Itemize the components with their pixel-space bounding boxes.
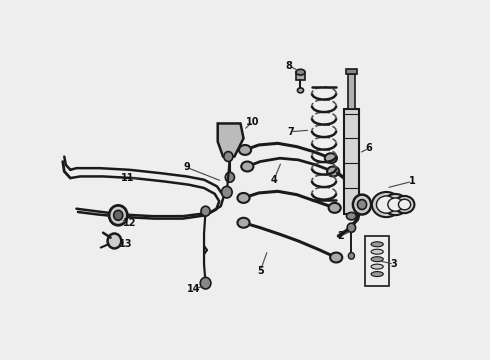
Bar: [348, 74, 355, 109]
Ellipse shape: [296, 69, 305, 75]
Ellipse shape: [330, 253, 343, 262]
Circle shape: [347, 223, 356, 232]
Ellipse shape: [241, 162, 253, 171]
Text: 7: 7: [287, 127, 294, 137]
Ellipse shape: [376, 196, 396, 213]
Circle shape: [348, 253, 354, 259]
Ellipse shape: [238, 193, 249, 203]
Ellipse shape: [372, 192, 401, 217]
Ellipse shape: [371, 264, 383, 269]
Ellipse shape: [371, 242, 383, 247]
Circle shape: [353, 195, 371, 215]
Text: 4: 4: [270, 175, 277, 185]
Ellipse shape: [238, 218, 249, 228]
Text: 14: 14: [187, 284, 201, 294]
Ellipse shape: [297, 88, 303, 93]
Circle shape: [225, 172, 234, 182]
Ellipse shape: [371, 249, 383, 254]
Circle shape: [109, 206, 127, 225]
Ellipse shape: [388, 198, 403, 211]
Bar: [296, 72, 305, 80]
Ellipse shape: [371, 271, 383, 276]
Bar: [344, 109, 359, 215]
Bar: [346, 69, 357, 74]
Circle shape: [221, 186, 232, 198]
Text: 10: 10: [246, 117, 259, 127]
Text: 8: 8: [286, 60, 293, 71]
Ellipse shape: [239, 145, 251, 155]
Text: 2: 2: [338, 231, 344, 241]
Bar: [365, 236, 390, 285]
Text: 6: 6: [366, 143, 372, 153]
Circle shape: [114, 210, 123, 220]
Ellipse shape: [325, 153, 337, 163]
Ellipse shape: [383, 194, 408, 215]
Circle shape: [358, 199, 367, 210]
Text: 11: 11: [122, 173, 135, 183]
Circle shape: [108, 234, 121, 248]
Text: 5: 5: [257, 266, 264, 276]
Ellipse shape: [394, 196, 415, 213]
Text: 9: 9: [183, 162, 190, 172]
Circle shape: [201, 206, 210, 216]
Ellipse shape: [327, 166, 339, 176]
Circle shape: [224, 152, 233, 162]
Ellipse shape: [329, 203, 341, 213]
Text: 1: 1: [409, 176, 416, 186]
Text: 13: 13: [119, 239, 133, 249]
Ellipse shape: [371, 257, 383, 262]
Text: 12: 12: [123, 218, 136, 228]
Polygon shape: [218, 123, 244, 157]
Ellipse shape: [398, 199, 411, 210]
Text: 3: 3: [391, 259, 397, 269]
Ellipse shape: [346, 212, 356, 220]
Circle shape: [200, 277, 211, 289]
